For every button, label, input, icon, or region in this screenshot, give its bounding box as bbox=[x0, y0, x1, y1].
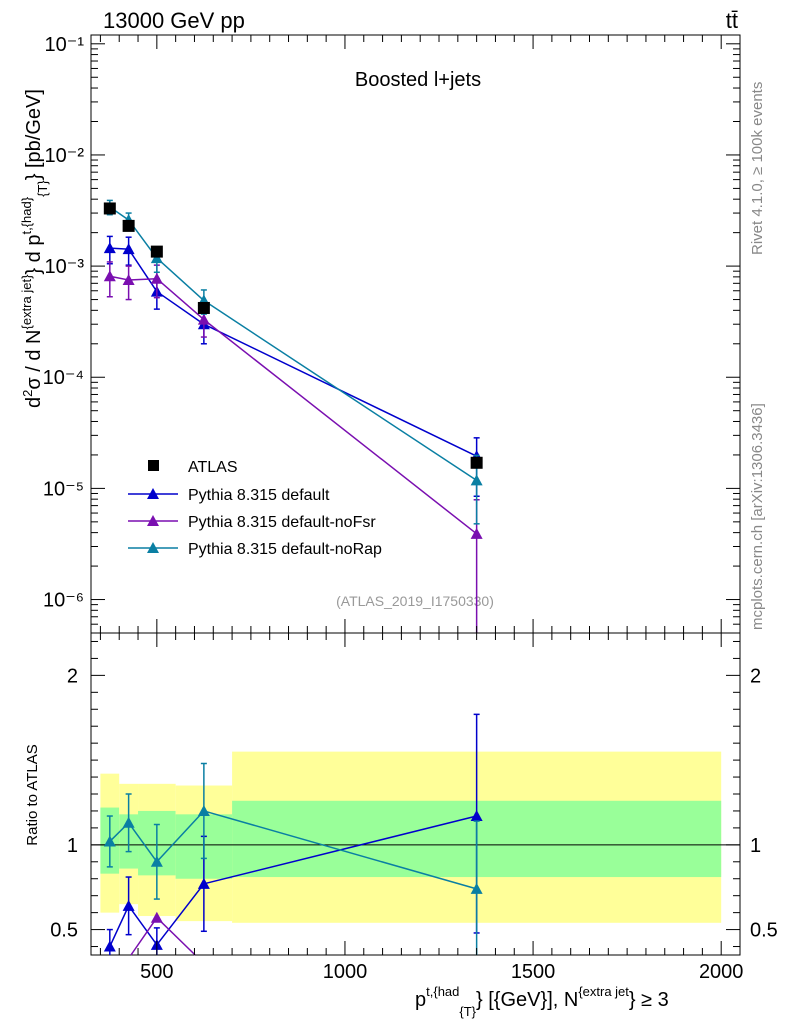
main-y-tick-label: 10⁻² bbox=[45, 145, 85, 167]
ratio-y-tick-label-right: 1 bbox=[750, 835, 761, 857]
main-panel: 10⁻⁶10⁻⁵10⁻⁴10⁻³10⁻²10⁻¹ Boosted l+jets … bbox=[19, 34, 741, 634]
ratio-marker-norap bbox=[470, 882, 483, 894]
main-marker-nofsr bbox=[103, 270, 116, 282]
main-y-tick-label: 10⁻⁵ bbox=[43, 478, 84, 500]
main-marker-default bbox=[122, 243, 135, 255]
ratio-y-tick-labels: 0.5 0.5 1 1 2 2 bbox=[50, 665, 778, 941]
main-line-default bbox=[109, 247, 477, 457]
main-marker-atlas bbox=[197, 301, 210, 314]
main-series bbox=[103, 199, 483, 633]
x-tick-label: 500 bbox=[140, 961, 173, 983]
x-tick-label: 1000 bbox=[323, 961, 368, 983]
main-y-axis-label: d2σ / d N{extra jet}} d pt,{had}{T}} [pb… bbox=[19, 89, 50, 408]
ratio-marker-nofsr bbox=[150, 911, 163, 923]
mcplots-label: mcplots.cern.ch [arXiv:1306.3436] bbox=[749, 403, 766, 630]
ratio-marker-default bbox=[122, 899, 135, 911]
ratio-marker-default bbox=[470, 810, 483, 822]
x-tick-label: 1500 bbox=[511, 961, 556, 983]
main-y-ticks bbox=[91, 43, 740, 634]
main-y-tick-labels: 10⁻⁶ 10⁻⁵ 10⁻⁴ 10⁻³ 10⁻² 10⁻¹ bbox=[43, 34, 85, 612]
process-label: tt̄ bbox=[726, 8, 738, 33]
legend-marker-default bbox=[147, 488, 159, 499]
ratio-line-default bbox=[109, 815, 477, 947]
main-marker-nofsr bbox=[470, 527, 483, 539]
svg-text:d2σ / d N{extra jet}} d pt,{ha: d2σ / d N{extra jet}} d pt,{had}{T}} [pb… bbox=[19, 89, 50, 408]
main-y-tick-label: 10⁻⁴ bbox=[43, 367, 84, 389]
main-line-norap bbox=[109, 206, 478, 482]
ratio-y-tick-label-left: 1 bbox=[67, 835, 78, 857]
legend-label-atlas: ATLAS bbox=[188, 459, 238, 476]
ratio-marker-default bbox=[197, 877, 210, 889]
ratio-marker-norap bbox=[150, 855, 163, 867]
legend-marker-nofsr bbox=[147, 515, 159, 526]
legend-marker-norap bbox=[147, 542, 159, 553]
ratio-y-tick-label-right: 2 bbox=[750, 665, 761, 687]
main-marker-atlas bbox=[150, 245, 163, 258]
rivet-label: Rivet 4.1.0, ≥ 100k events bbox=[749, 82, 766, 255]
legend-marker-atlas bbox=[148, 460, 159, 471]
main-marker-norap bbox=[470, 474, 483, 486]
main-y-tick-label: 10⁻¹ bbox=[45, 34, 85, 56]
ratio-y-ticks bbox=[91, 640, 740, 948]
main-marker-atlas bbox=[122, 219, 135, 232]
ratio-series bbox=[103, 713, 483, 956]
ratio-marker-default bbox=[103, 940, 116, 952]
main-y-tick-label: 10⁻⁶ bbox=[43, 590, 84, 612]
main-marker-nofsr bbox=[150, 272, 163, 284]
ratio-marker-norap bbox=[197, 804, 210, 816]
main-marker-nofsr bbox=[197, 313, 210, 325]
main-marker-nofsr bbox=[122, 273, 135, 285]
ratio-panel: 0.5 0.5 1 1 2 2 Ratio to ATLAS bbox=[24, 632, 778, 956]
main-marker-default bbox=[103, 242, 116, 254]
legend-label-nofsr: Pythia 8.315 default-noFsr bbox=[188, 514, 376, 531]
ratio-line-norap bbox=[109, 810, 477, 890]
ratio-y-axis-label: Ratio to ATLAS bbox=[24, 744, 41, 845]
legend-label-default: Pythia 8.315 default bbox=[188, 487, 330, 504]
x-tick-label: 2000 bbox=[699, 961, 744, 983]
main-title: Boosted l+jets bbox=[355, 69, 481, 91]
main-y-tick-label: 10⁻³ bbox=[45, 256, 85, 278]
ratio-line-nofsr bbox=[130, 917, 196, 956]
watermark: (ATLAS_2019_I1750330) bbox=[336, 593, 494, 609]
main-line-nofsr bbox=[109, 275, 478, 535]
legend: ATLAS Pythia 8.315 default Pythia 8.315 … bbox=[128, 459, 382, 558]
energy-label: 13000 GeV pp bbox=[103, 8, 245, 33]
ratio-y-tick-label-left: 2 bbox=[67, 665, 78, 687]
main-marker-atlas bbox=[103, 202, 116, 215]
ratio-marker-norap bbox=[122, 816, 135, 828]
legend-label-norap: Pythia 8.315 default-noRap bbox=[188, 541, 382, 558]
ratio-y-tick-label-right: 0.5 bbox=[750, 920, 778, 942]
main-marker-atlas bbox=[470, 456, 483, 469]
ratio-y-tick-label-left: 0.5 bbox=[50, 920, 78, 942]
ratio-marker-norap bbox=[103, 835, 116, 847]
